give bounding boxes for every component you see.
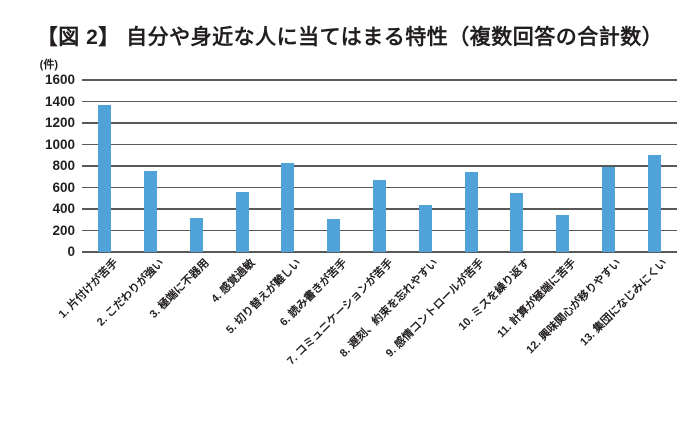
gridline-1400: [82, 100, 677, 103]
bar-7: [373, 179, 386, 252]
bar-9: [464, 172, 478, 252]
bar-6: [327, 218, 341, 252]
y-tick-label-200: 200: [52, 222, 75, 238]
chart-title: 【図 2】 自分や身近な人に当てはまる特性（複数回答の合計数）: [36, 26, 664, 49]
y-tick-label-1000: 1000: [44, 136, 75, 152]
y-tick-label-400: 400: [52, 201, 75, 216]
y-tick-label-1400: 1400: [44, 93, 75, 109]
bar-1: [98, 104, 112, 252]
bar-11: [556, 215, 570, 252]
bar-4: [235, 191, 249, 252]
y-tick-label-1200: 1200: [44, 115, 75, 130]
bar-5: [281, 162, 295, 252]
y-axis-unit-label: (件): [39, 59, 58, 71]
bar-2: [144, 171, 158, 252]
bar-10: [510, 192, 524, 252]
y-tick-label-0: 0: [67, 244, 75, 259]
gridline-800: [82, 165, 677, 167]
bar-3: [189, 217, 203, 252]
y-tick-label-1600: 1600: [44, 72, 75, 87]
bar-12: [601, 167, 615, 252]
bar-13: [647, 155, 661, 252]
bar-8: [418, 204, 432, 252]
y-tick-label-600: 600: [52, 179, 75, 195]
gridline-1600: [82, 79, 677, 81]
gridline-1000: [82, 143, 677, 146]
y-tick-label-800: 800: [52, 158, 75, 173]
gridline-1200: [82, 122, 677, 124]
x-axis-line: [82, 251, 677, 253]
